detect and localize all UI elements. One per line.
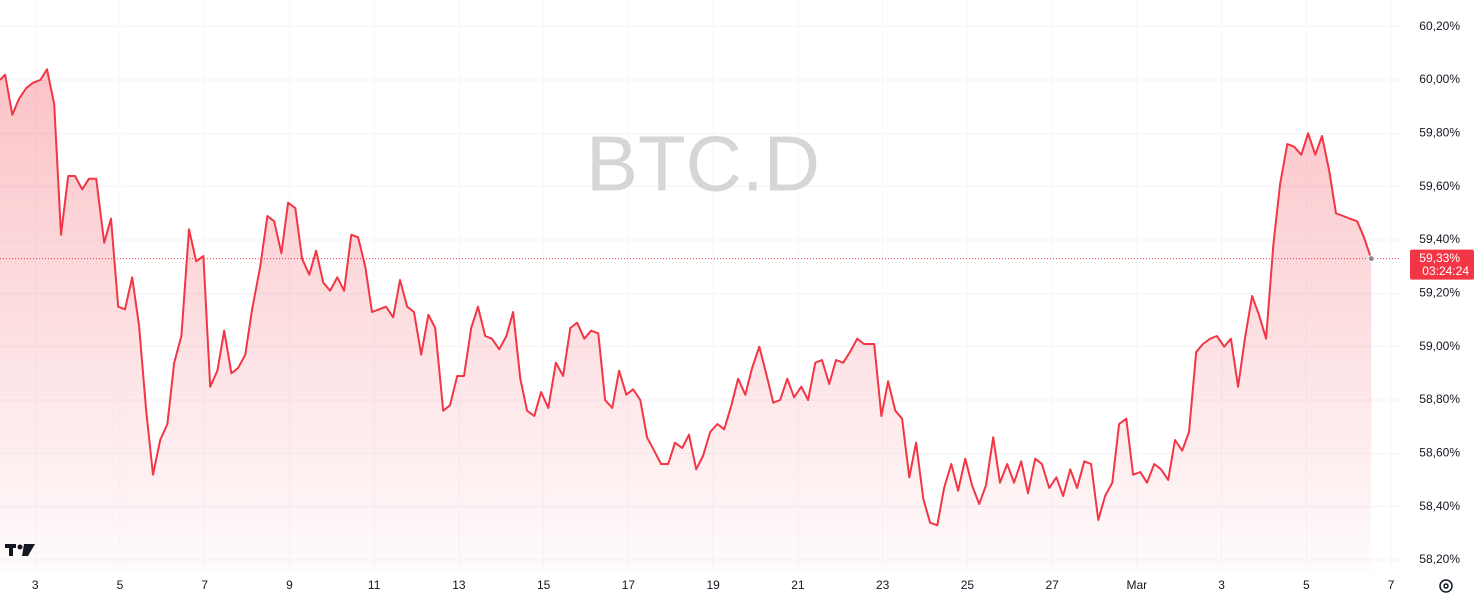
y-tick-label: 59,20% bbox=[1419, 286, 1460, 300]
x-tick-label: 13 bbox=[452, 578, 466, 592]
x-tick-label: 21 bbox=[791, 578, 805, 592]
plot bbox=[0, 68, 1400, 573]
x-tick-label: 7 bbox=[201, 578, 208, 592]
x-tick-label: 27 bbox=[1045, 578, 1059, 592]
line bbox=[0, 68, 1373, 527]
y-tick-label: 59,40% bbox=[1419, 232, 1460, 246]
y-tick-label: 59,00% bbox=[1419, 339, 1460, 353]
last-point bbox=[1367, 255, 1375, 263]
x-tick-label: 11 bbox=[368, 578, 381, 592]
axes: 58,20% 58,40% 58,60% 58,80% 59,00% 59,20% 59,4… bbox=[32, 19, 1474, 592]
y-tick-label: 60,00% bbox=[1419, 72, 1460, 86]
x-tick-label: 3 bbox=[1218, 578, 1225, 592]
x-tick-label: 9 bbox=[286, 578, 293, 592]
x-tick-label: 5 bbox=[117, 578, 124, 592]
y-tick-label: 59,80% bbox=[1419, 126, 1460, 140]
x-tick-label: 19 bbox=[706, 578, 720, 592]
price-badge-label: 59,33% bbox=[1419, 251, 1460, 265]
x-tick-label: 7 bbox=[1388, 578, 1395, 592]
watermark: BTC.D bbox=[586, 120, 820, 208]
y-tick-label: 58,40% bbox=[1419, 499, 1460, 513]
x-tick-label: 25 bbox=[961, 578, 975, 592]
price-badge bbox=[1410, 249, 1474, 280]
countdown-label: 03:24:24 bbox=[1422, 264, 1469, 278]
y-tick-label: 58,60% bbox=[1419, 446, 1460, 460]
y-tick-label: 58,20% bbox=[1419, 552, 1460, 566]
x-tick-label: Mar bbox=[1127, 578, 1148, 592]
x-tick-label: 3 bbox=[32, 578, 39, 592]
y-tick-label: 59,60% bbox=[1419, 179, 1460, 193]
x-tick-label: 23 bbox=[876, 578, 890, 592]
x-tick-label: 15 bbox=[537, 578, 551, 592]
x-tick-label: 17 bbox=[622, 578, 636, 592]
y-tick-label: 60,20% bbox=[1419, 19, 1460, 33]
area-fill bbox=[0, 69, 1372, 573]
y-tick-label: 58,80% bbox=[1419, 392, 1460, 406]
logo bbox=[5, 544, 35, 556]
settings-icon[interactable] bbox=[1439, 579, 1453, 593]
x-tick-label: 5 bbox=[1303, 578, 1310, 592]
